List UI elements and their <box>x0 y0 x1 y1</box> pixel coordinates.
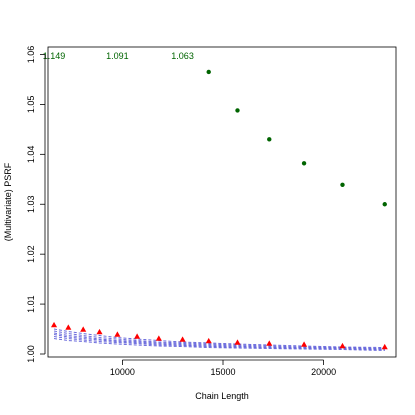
dot-point-0 <box>206 69 211 75</box>
series-layer: 1.149 1.091 1.063 <box>43 51 388 352</box>
triangle-point-5 <box>134 333 141 339</box>
x-axis-label: Chain Length <box>195 391 249 401</box>
series-line-2 <box>53 328 385 349</box>
series-line-4 <box>53 332 385 350</box>
annotation-label-0: 1.149 <box>43 51 66 61</box>
series-line-7 <box>53 338 385 352</box>
y-tick-label-2: 1.02 <box>26 245 36 263</box>
dot-point-3 <box>301 161 307 166</box>
x-tick-label-0: 10000 <box>110 367 135 377</box>
y-tick-label-3: 1.03 <box>26 195 36 213</box>
axis-layer: 10000 15000 20000 1.00 1.01 1.02 1.03 1.04 1.05 1… <box>26 46 397 377</box>
triangle-point-11 <box>301 341 308 347</box>
y-tick-label-5: 1.05 <box>26 96 36 114</box>
series-line-5 <box>53 334 385 351</box>
y-tick-label-0: 1.00 <box>26 345 36 363</box>
x-tick-label-1: 15000 <box>210 367 235 377</box>
dot-point-1 <box>235 108 240 113</box>
dot-point-4 <box>340 182 345 187</box>
series-line-6 <box>53 336 385 351</box>
plot-frame <box>47 46 397 358</box>
triangle-point-0 <box>50 321 58 328</box>
triangle-point-13 <box>381 343 388 350</box>
annotation-label-1: 1.091 <box>106 51 129 61</box>
y-tick-label-1: 1.01 <box>26 295 36 313</box>
triangle-point-2 <box>80 326 87 332</box>
triangle-point-9 <box>234 339 241 345</box>
dot-point-5 <box>382 202 387 207</box>
y-axis-label: (Multivariate) PSRF <box>3 162 13 241</box>
triangle-point-8 <box>205 337 212 344</box>
triangle-point-7 <box>179 336 186 342</box>
x-tick-label-2: 20000 <box>311 367 336 377</box>
y-tick-label-4: 1.04 <box>26 146 36 164</box>
triangle-point-4 <box>114 331 121 337</box>
series-line-3 <box>53 330 385 350</box>
triangle-point-12 <box>339 342 346 349</box>
triangle-point-1 <box>65 324 72 330</box>
triangle-point-10 <box>266 340 273 346</box>
y-tick-label-6: 1.06 <box>26 46 36 64</box>
dot-point-2 <box>267 137 272 142</box>
triangle-point-3 <box>96 328 103 335</box>
triangle-point-6 <box>155 335 162 341</box>
annotation-label-2: 1.063 <box>171 51 194 61</box>
